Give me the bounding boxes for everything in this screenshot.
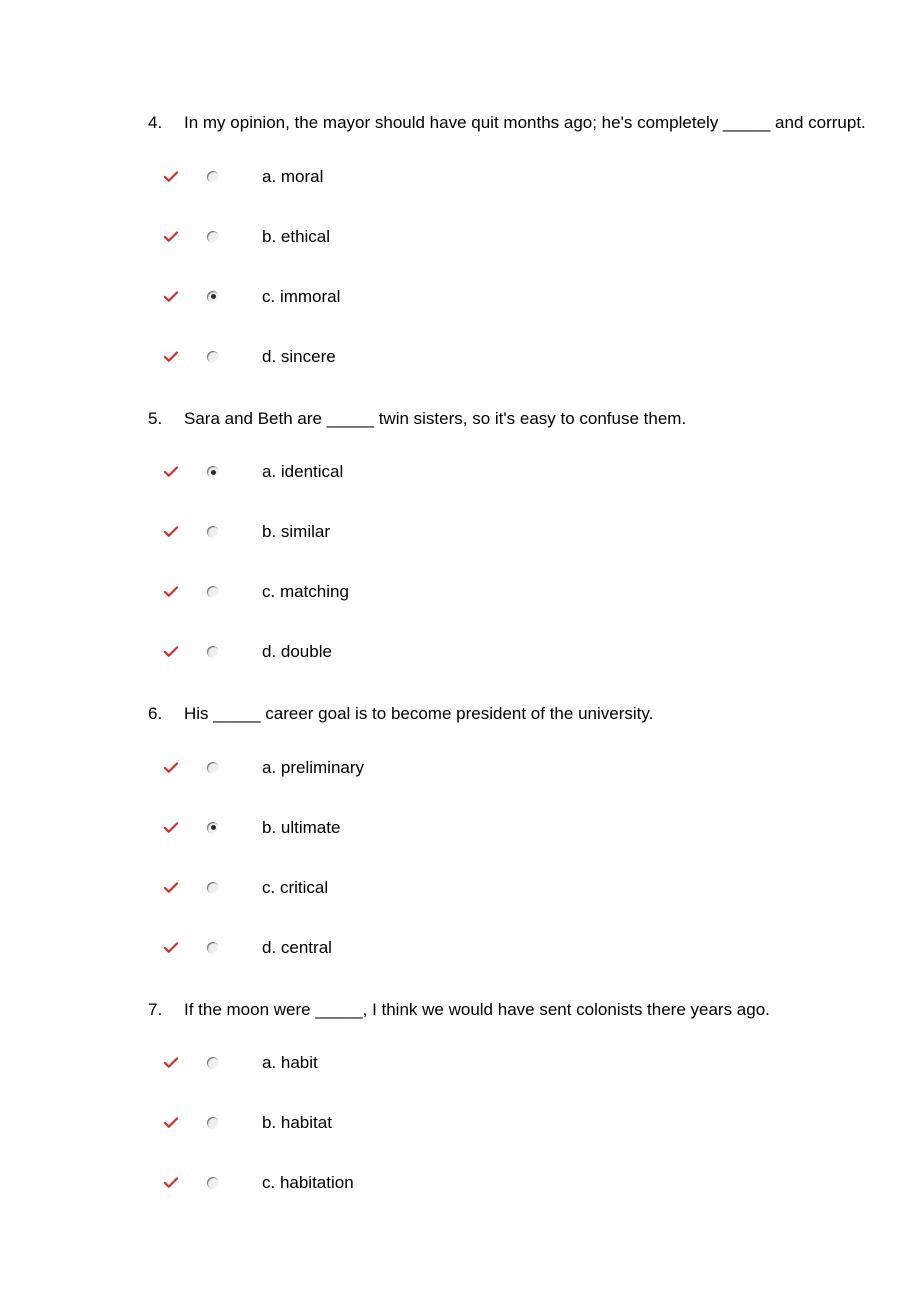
option-radio[interactable]	[206, 1176, 220, 1190]
check-icon	[162, 643, 180, 661]
question-row: 7.If the moon were _____, I think we wou…	[148, 997, 880, 1023]
check-icon	[162, 348, 180, 366]
option-row: d. central	[162, 937, 880, 959]
option-row: a. moral	[162, 166, 880, 188]
option-row: c. matching	[162, 581, 880, 603]
question-text: In my opinion, the mayor should have qui…	[184, 110, 880, 136]
check-icon	[162, 879, 180, 897]
option-radio[interactable]	[206, 1056, 220, 1070]
option-label: c. immoral	[262, 287, 340, 307]
question-row: 5.Sara and Beth are _____ twin sisters, …	[148, 406, 880, 432]
option-radio[interactable]	[206, 585, 220, 599]
option-row: b. habitat	[162, 1112, 880, 1134]
question-row: 4.In my opinion, the mayor should have q…	[148, 110, 880, 136]
check-icon	[162, 288, 180, 306]
option-radio[interactable]	[206, 881, 220, 895]
option-label: b. ethical	[262, 227, 330, 247]
option-label: c. habitation	[262, 1173, 354, 1193]
option-label: c. matching	[262, 582, 349, 602]
question-row: 6.His _____ career goal is to become pre…	[148, 701, 880, 727]
option-row: c. immoral	[162, 286, 880, 308]
option-radio[interactable]	[206, 645, 220, 659]
check-icon	[162, 819, 180, 837]
check-icon	[162, 523, 180, 541]
question-number: 7.	[148, 997, 184, 1023]
option-row: b. ultimate	[162, 817, 880, 839]
option-label: a. habit	[262, 1053, 318, 1073]
check-icon	[162, 939, 180, 957]
option-radio[interactable]	[206, 761, 220, 775]
option-row: a. habit	[162, 1052, 880, 1074]
option-label: b. habitat	[262, 1113, 332, 1133]
quiz-container: 4.In my opinion, the mayor should have q…	[40, 110, 880, 1194]
check-icon	[162, 1054, 180, 1072]
option-row: c. habitation	[162, 1172, 880, 1194]
check-icon	[162, 463, 180, 481]
option-row: b. ethical	[162, 226, 880, 248]
option-radio[interactable]	[206, 230, 220, 244]
check-icon	[162, 759, 180, 777]
option-label: a. preliminary	[262, 758, 364, 778]
option-radio[interactable]	[206, 290, 220, 304]
question-number: 4.	[148, 110, 184, 136]
option-label: a. identical	[262, 462, 343, 482]
option-label: d. sincere	[262, 347, 336, 367]
option-radio[interactable]	[206, 465, 220, 479]
option-radio[interactable]	[206, 821, 220, 835]
option-row: d. sincere	[162, 346, 880, 368]
option-row: a. preliminary	[162, 757, 880, 779]
option-row: c. critical	[162, 877, 880, 899]
question-text: His _____ career goal is to become presi…	[184, 701, 880, 727]
option-label: a. moral	[262, 167, 323, 187]
check-icon	[162, 583, 180, 601]
option-row: a. identical	[162, 461, 880, 483]
option-radio[interactable]	[206, 350, 220, 364]
option-radio[interactable]	[206, 941, 220, 955]
option-label: c. critical	[262, 878, 328, 898]
option-row: d. double	[162, 641, 880, 663]
question-number: 5.	[148, 406, 184, 432]
option-label: b. ultimate	[262, 818, 340, 838]
check-icon	[162, 228, 180, 246]
check-icon	[162, 168, 180, 186]
option-radio[interactable]	[206, 1116, 220, 1130]
option-label: b. similar	[262, 522, 330, 542]
option-radio[interactable]	[206, 170, 220, 184]
check-icon	[162, 1114, 180, 1132]
question-text: Sara and Beth are _____ twin sisters, so…	[184, 406, 880, 432]
question-number: 6.	[148, 701, 184, 727]
option-radio[interactable]	[206, 525, 220, 539]
option-row: b. similar	[162, 521, 880, 543]
check-icon	[162, 1174, 180, 1192]
question-text: If the moon were _____, I think we would…	[184, 997, 880, 1023]
option-label: d. double	[262, 642, 332, 662]
option-label: d. central	[262, 938, 332, 958]
